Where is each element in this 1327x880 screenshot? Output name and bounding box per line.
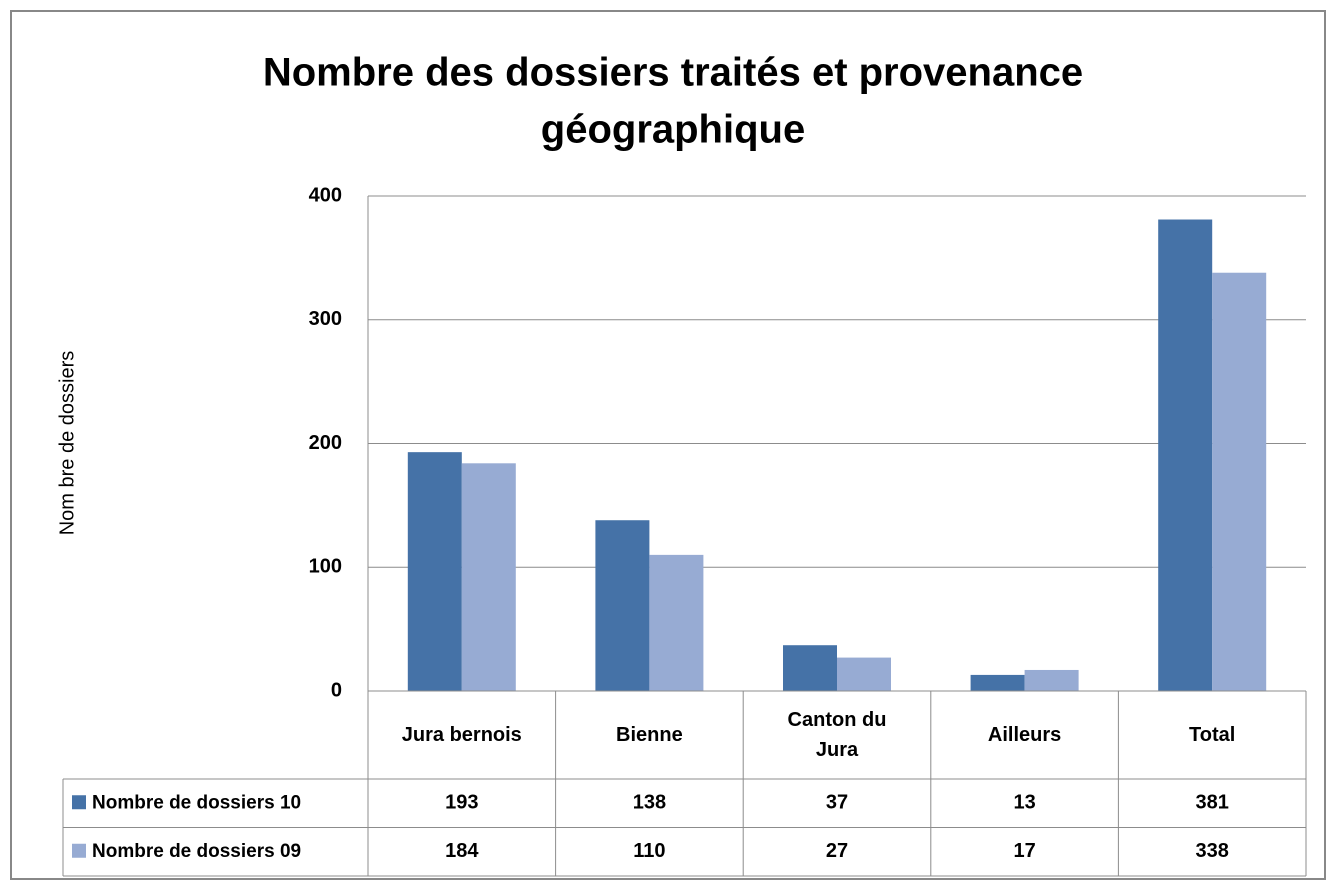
x-tick-label-text: Canton du Jura — [787, 709, 887, 761]
table-value: 27 — [826, 840, 848, 862]
y-tick-label: 100 — [309, 556, 342, 578]
legend-label: Nombre de dossiers 10 — [92, 792, 301, 813]
y-tick-label: 400 — [309, 184, 342, 206]
y-axis-label: Nom bre de dossiers — [56, 351, 78, 536]
chart-title: géographique — [541, 108, 805, 152]
chart-frame — [10, 10, 1326, 880]
bar — [783, 645, 837, 691]
x-tick-label: Canton du Jura — [743, 691, 931, 779]
x-tick-label-text: Jura bernois — [401, 724, 522, 746]
x-tick-label: Total — [1118, 691, 1306, 779]
bar — [970, 674, 1025, 691]
x-tick-label: Ailleurs — [931, 691, 1119, 779]
table-value: 338 — [1196, 840, 1229, 862]
table-value: 381 — [1196, 792, 1229, 814]
legend-label: Nombre de dossiers 09 — [92, 841, 301, 862]
y-tick-label: 0 — [331, 679, 342, 701]
bar — [1024, 669, 1079, 691]
x-tick-label-text: Total — [1189, 724, 1236, 746]
x-tick-label: Bienne — [556, 691, 744, 779]
bar — [1158, 219, 1213, 691]
bar — [1212, 272, 1267, 691]
table-value: 17 — [1013, 840, 1035, 862]
x-tick-label-text: Ailleurs — [987, 724, 1062, 746]
table-value: 138 — [633, 792, 666, 814]
y-tick-label: 200 — [309, 432, 342, 454]
legend-swatch — [72, 795, 86, 810]
x-tick-label-text: Bienne — [616, 724, 683, 746]
legend-swatch — [72, 843, 86, 858]
table-value: 110 — [633, 840, 665, 862]
bar — [461, 463, 516, 691]
table-value: 37 — [826, 792, 848, 814]
chart-title: Nombre des dossiers traités et provenanc… — [263, 51, 1083, 95]
table-value: 184 — [445, 840, 479, 862]
bar — [595, 520, 650, 691]
y-tick-label: 300 — [309, 308, 342, 330]
table-value: 13 — [1013, 792, 1035, 814]
x-tick-label: Jura bernois — [368, 691, 556, 779]
table-value: 193 — [445, 792, 478, 814]
bar — [407, 452, 462, 691]
bar — [649, 554, 704, 691]
bar — [837, 657, 891, 691]
